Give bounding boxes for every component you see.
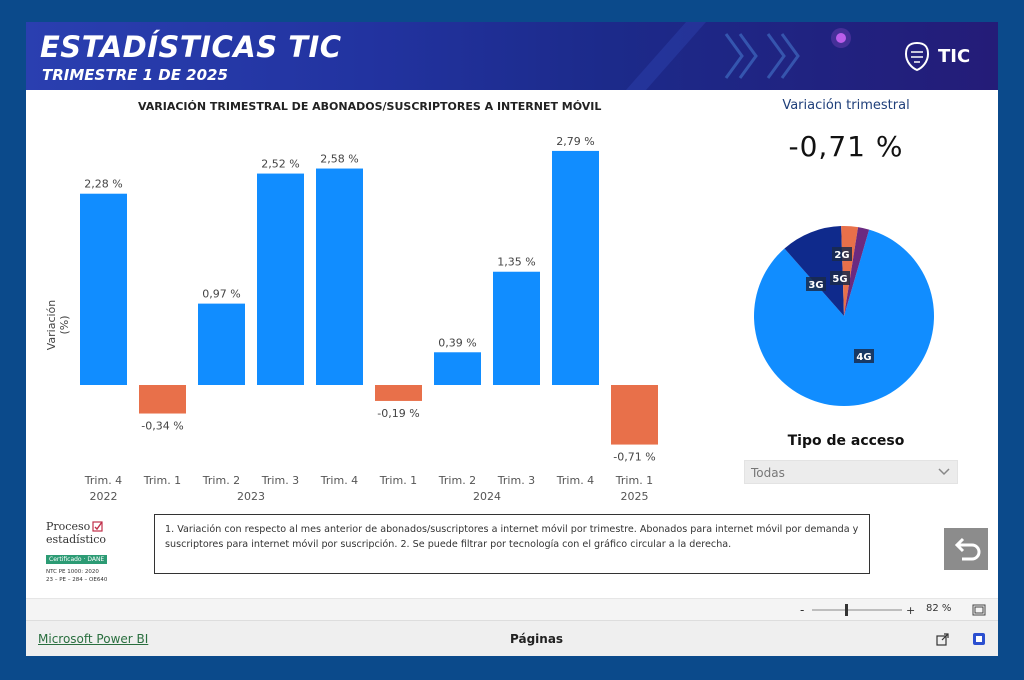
fullscreen-icon[interactable]: [972, 632, 986, 646]
back-button[interactable]: [944, 528, 988, 570]
cert-line2: estadístico: [46, 533, 107, 546]
logo-text: TIC: [938, 45, 971, 67]
kpi-value: -0,71 %: [788, 130, 904, 163]
x-tick-label-6: Trim. 2: [438, 474, 476, 487]
access-pie-chart[interactable]: 4G 3G 2G 5G: [716, 210, 976, 420]
pie-label-5G: 5G: [830, 271, 850, 285]
access-type-title: Tipo de acceso: [787, 433, 905, 449]
pages-button[interactable]: Páginas: [510, 632, 564, 646]
x-tick-label-4: Trim. 4: [320, 474, 358, 487]
bar-6[interactable]: [434, 352, 481, 385]
x-year-label-0: 2022: [90, 490, 118, 502]
data-label-3: 2,52 %: [261, 158, 299, 171]
cert-code: 23 – PE – 284 – OE640: [46, 577, 108, 583]
report-frame: ESTADÍSTICAS TIC TRIMESTRE 1 DE 2025 TIC…: [26, 22, 998, 656]
footnote-box: 1. Variación con respecto al mes anterio…: [154, 514, 870, 574]
bar-chart[interactable]: 2,28 % Trim. 4 -0,34 % Trim. 1 0,97 % Trim. 2…: [26, 22, 726, 502]
x-tick-label-3: Trim. 3: [261, 474, 299, 487]
chevron-down-icon: [938, 468, 950, 476]
pie-label-2G: 2G: [832, 247, 852, 261]
powerbi-link[interactable]: Microsoft Power BI: [38, 632, 149, 646]
x-year-label-2: 2024: [473, 490, 501, 502]
data-label-7: 1,35 %: [497, 256, 535, 269]
zoom-in-icon: +: [906, 604, 915, 617]
data-label-0: 2,28 %: [84, 178, 122, 191]
bar-8[interactable]: [552, 150, 599, 385]
x-year-label-3: 2025: [621, 490, 649, 502]
powerbi-footer: Microsoft Power BI Páginas: [26, 620, 998, 656]
x-tick-label-7: Trim. 3: [497, 474, 535, 487]
data-label-2: 0,97 %: [202, 288, 240, 301]
pie-label-3G: 3G: [806, 277, 826, 291]
pie-label-4G: 4G: [854, 349, 874, 363]
data-label-8: 2,79 %: [556, 135, 594, 148]
access-type-dropdown[interactable]: Todas: [744, 460, 958, 484]
header-decoration: [626, 22, 851, 90]
fit-to-page-icon[interactable]: [972, 604, 986, 616]
bar-4[interactable]: [316, 168, 363, 385]
bar-5[interactable]: [375, 385, 422, 401]
dane-badge: Certificado · DANE: [46, 555, 108, 564]
data-label-5: -0,19 %: [377, 407, 419, 420]
pie-slice-4G[interactable]: [754, 229, 934, 406]
zoom-out-icon: -: [800, 603, 804, 617]
data-label-9: -0,71 %: [613, 451, 655, 464]
tic-logo: TIC: [902, 40, 970, 72]
report-title: ESTADÍSTICAS TIC: [40, 30, 342, 64]
pie-slice-5G[interactable]: [844, 227, 870, 316]
data-label-1: -0,34 %: [141, 420, 183, 433]
zoom-slider[interactable]: - +: [798, 599, 918, 621]
share-icon[interactable]: [936, 632, 950, 646]
svg-text:4G: 4G: [856, 352, 871, 363]
svg-text:5G: 5G: [832, 274, 847, 285]
bar-1[interactable]: [139, 385, 186, 414]
bar-9[interactable]: [611, 385, 658, 445]
dropdown-value: Todas: [751, 466, 785, 480]
checkbox-check-icon: [92, 521, 103, 532]
bar-3[interactable]: [257, 173, 304, 385]
data-label-6: 0,39 %: [438, 336, 476, 349]
pie-slice-3G[interactable]: [784, 226, 844, 316]
coat-of-arms-icon: [904, 41, 930, 72]
report-subtitle: TRIMESTRE 1 DE 2025: [42, 66, 228, 84]
x-tick-label-5: Trim. 1: [379, 474, 417, 487]
x-tick-label-0: Trim. 4: [84, 474, 122, 487]
dane-certification: Proceso estadístico Certificado · DANE N…: [46, 520, 107, 584]
svg-text:2G: 2G: [834, 250, 849, 261]
data-label-4: 2,58 %: [320, 153, 358, 166]
bar-2[interactable]: [198, 303, 245, 385]
x-tick-label-1: Trim. 1: [143, 474, 181, 487]
report-header: ESTADÍSTICAS TIC TRIMESTRE 1 DE 2025 TIC: [26, 22, 998, 90]
zoom-level: 82 %: [926, 603, 952, 614]
x-tick-label-2: Trim. 2: [202, 474, 240, 487]
cert-line1: Proceso: [46, 520, 91, 533]
kpi-label: Variación trimestral: [782, 98, 910, 113]
zoom-bar: - + 82 %: [26, 598, 998, 621]
back-arrow-icon: [954, 537, 981, 561]
x-tick-label-9: Trim. 1: [615, 474, 653, 487]
bar-0[interactable]: [80, 193, 127, 385]
zoom-slider-thumb: [845, 604, 848, 616]
chart-title: VARIACIÓN TRIMESTRAL DE ABONADOS/SUSCRIP…: [138, 100, 602, 113]
cert-ntc: NTC PE 1000: 2020: [46, 569, 99, 575]
x-year-label-1: 2023: [237, 490, 265, 502]
bar-7[interactable]: [493, 271, 540, 385]
x-tick-label-8: Trim. 4: [556, 474, 594, 487]
svg-text:3G: 3G: [808, 280, 823, 291]
